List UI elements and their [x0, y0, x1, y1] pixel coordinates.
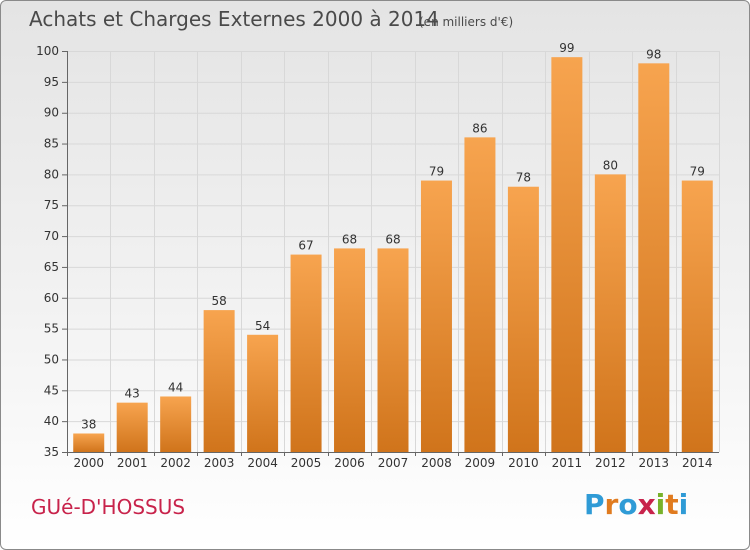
- bar-2001: [116, 402, 148, 452]
- y-tick-label: 85: [44, 137, 59, 151]
- y-tick-label: 60: [44, 291, 59, 305]
- logo-letter: P: [584, 488, 605, 521]
- data-label-2014: 79: [690, 165, 705, 179]
- chart-subtitle: (en milliers d'€): [419, 15, 514, 29]
- bar-2006: [334, 248, 366, 452]
- bar-2011: [551, 57, 583, 453]
- data-label-2000: 38: [81, 417, 96, 431]
- x-tick-label-2014: 2014: [682, 456, 713, 470]
- x-tick-label-2008: 2008: [421, 456, 452, 470]
- chart-title: Achats et Charges Externes 2000 à 2014: [29, 7, 439, 31]
- y-tick-label: 95: [44, 75, 59, 89]
- bar-2000: [73, 433, 105, 452]
- x-tick-label-2005: 2005: [291, 456, 322, 470]
- data-label-2003: 58: [211, 294, 226, 308]
- proxiti-logo: Proxiti: [584, 488, 688, 521]
- bar-2003: [203, 310, 235, 452]
- logo-letter: x: [637, 488, 656, 521]
- bar-2005: [290, 254, 322, 452]
- logo-letter: o: [618, 488, 638, 521]
- data-label-2001: 43: [125, 387, 140, 401]
- commune-name: GUé-D'HOSSUS: [31, 495, 186, 519]
- data-label-2012: 80: [603, 158, 618, 172]
- data-label-2007: 68: [385, 232, 400, 246]
- bar-2013: [638, 63, 670, 452]
- data-label-2011: 99: [559, 41, 574, 55]
- logo-letter: t: [665, 488, 679, 521]
- x-tick-label-2010: 2010: [508, 456, 539, 470]
- y-tick-label: 70: [44, 229, 59, 243]
- y-tick-label: 90: [44, 106, 59, 120]
- axis-layer: 35 40 45 50 55 60 65 70 75 80 85 90 95 100 2000 2001 200…: [36, 44, 719, 470]
- x-tick-label-2011: 2011: [552, 456, 583, 470]
- y-tick-label: 40: [44, 414, 59, 428]
- data-label-2004: 54: [255, 319, 270, 333]
- logo-letter: r: [604, 488, 619, 521]
- x-tick-label-2012: 2012: [595, 456, 626, 470]
- bar-2010: [507, 186, 539, 452]
- y-tick-label: 100: [36, 44, 59, 58]
- bar-2014: [681, 180, 713, 453]
- x-tick-label-2001: 2001: [117, 456, 148, 470]
- logo-letter: i: [678, 488, 689, 521]
- bar-2004: [247, 334, 279, 452]
- y-tick-label: 35: [44, 445, 59, 459]
- data-label-2002: 44: [168, 380, 183, 394]
- x-tick-label-2013: 2013: [639, 456, 670, 470]
- bar-2002: [160, 396, 192, 452]
- x-tick-label-2009: 2009: [465, 456, 496, 470]
- data-label-2005: 67: [298, 239, 313, 253]
- x-tick-label-2004: 2004: [247, 456, 278, 470]
- logo-letter: i: [655, 488, 666, 521]
- y-tick-label: 80: [44, 167, 59, 181]
- data-label-2013: 98: [646, 47, 661, 61]
- bar-2009: [464, 137, 496, 452]
- data-label-2006: 68: [342, 232, 357, 246]
- x-tick-label-2006: 2006: [334, 456, 365, 470]
- x-tick-label-2000: 2000: [73, 456, 104, 470]
- y-tick-label: 50: [44, 352, 59, 366]
- x-tick-label-2007: 2007: [378, 456, 409, 470]
- y-tick-label: 75: [44, 198, 59, 212]
- y-tick-label: 65: [44, 260, 59, 274]
- data-label-2008: 79: [429, 165, 444, 179]
- y-tick-label: 55: [44, 322, 59, 336]
- data-label-2009: 86: [472, 121, 487, 135]
- bar-2007: [377, 248, 409, 452]
- bar-layer: 38 43 44 58 54 67 68 68 79 86 78 99 80 98 79: [73, 41, 713, 453]
- bar-2008: [420, 180, 452, 453]
- x-tick-label-2002: 2002: [160, 456, 191, 470]
- x-tick-label-2003: 2003: [204, 456, 235, 470]
- data-label-2010: 78: [516, 171, 531, 185]
- y-tick-label: 45: [44, 383, 59, 397]
- bar-2012: [594, 174, 626, 452]
